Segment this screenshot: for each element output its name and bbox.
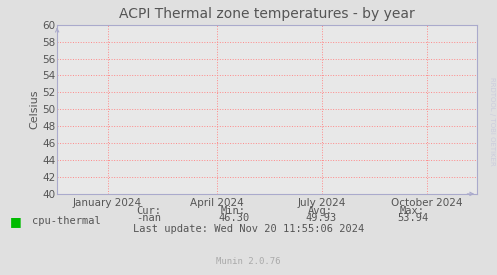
Text: RRDTOOL / TOBI OETIKER: RRDTOOL / TOBI OETIKER [489,77,495,165]
Text: ■: ■ [10,215,22,228]
Text: 46.30: 46.30 [218,213,249,223]
Text: Cur:: Cur: [137,207,162,216]
Text: 53.94: 53.94 [397,213,428,223]
Text: Last update: Wed Nov 20 11:55:06 2024: Last update: Wed Nov 20 11:55:06 2024 [133,224,364,234]
Y-axis label: Celsius: Celsius [30,90,40,129]
Text: cpu-thermal: cpu-thermal [32,216,101,226]
Title: ACPI Thermal zone temperatures - by year: ACPI Thermal zone temperatures - by year [119,7,415,21]
Text: Avg:: Avg: [308,207,333,216]
Text: Min:: Min: [221,207,246,216]
Text: 49.93: 49.93 [305,213,336,223]
Text: Munin 2.0.76: Munin 2.0.76 [216,257,281,266]
Text: -nan: -nan [137,213,162,223]
Text: Max:: Max: [400,207,425,216]
